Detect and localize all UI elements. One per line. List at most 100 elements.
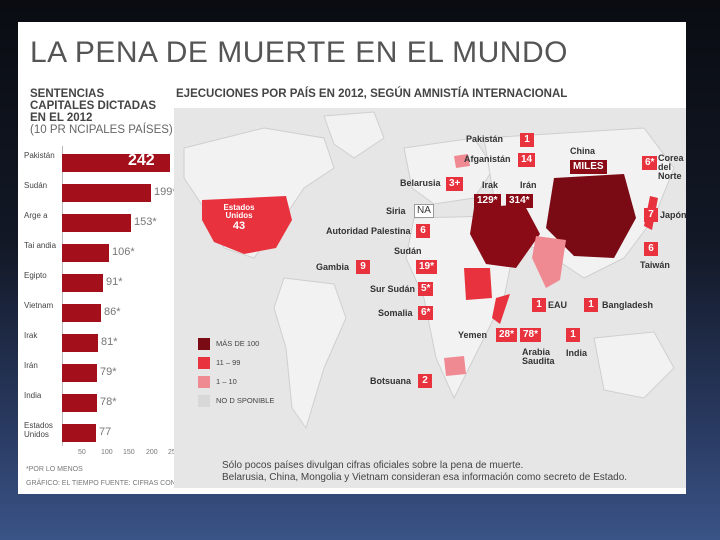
bar-label: Tai andia bbox=[24, 241, 57, 250]
x-tick-label: 50 bbox=[78, 449, 86, 456]
value-gambia: 9 bbox=[356, 260, 370, 274]
bar-label: Egipto bbox=[24, 271, 47, 280]
label-japon: Japón bbox=[660, 210, 686, 220]
x-tick-label: 200 bbox=[146, 449, 158, 456]
india-shape bbox=[532, 236, 566, 288]
legend-swatch bbox=[198, 395, 210, 407]
bar-value-label: 77 bbox=[99, 426, 112, 438]
bar-value-label: 78* bbox=[100, 396, 117, 408]
world-map-svg bbox=[183, 111, 675, 430]
x-tick-label: 150 bbox=[123, 449, 135, 456]
bar bbox=[62, 334, 98, 352]
bar-value-label: 153* bbox=[134, 216, 157, 228]
bar bbox=[62, 274, 103, 292]
label-gambia: Gambia bbox=[316, 262, 350, 272]
legend-label: 1 – 10 bbox=[216, 377, 237, 386]
middle-east-shape bbox=[470, 204, 540, 268]
bar-chart: Pakistán 242 Sudán 199* Arge a 153* Tai andia 1… bbox=[24, 146, 184, 466]
value-bangladesh: 1 bbox=[584, 298, 598, 312]
bar-row: Sudán 199* bbox=[24, 176, 184, 208]
bar-value-label: 81* bbox=[101, 336, 118, 348]
value-afganistan: 14 bbox=[518, 153, 536, 167]
value-arabia: 78* bbox=[520, 328, 542, 342]
label-eau: EAU bbox=[548, 300, 568, 310]
usa-shape bbox=[202, 196, 292, 254]
bar-value-label: 79* bbox=[100, 366, 117, 378]
value-botsuana: 2 bbox=[418, 374, 432, 388]
bar bbox=[62, 244, 109, 262]
usa-label-box: Estados Unidos 43 bbox=[218, 204, 260, 248]
value-corea: 6* bbox=[642, 156, 658, 170]
bar-row: Pakistán 242 bbox=[24, 146, 184, 178]
value-siria: NA bbox=[414, 204, 434, 218]
bar-label: Irak bbox=[24, 331, 38, 340]
label-china: China bbox=[570, 146, 596, 156]
bar-label: Pakistán bbox=[24, 151, 55, 160]
botswana-shape bbox=[444, 356, 466, 376]
map-note: Sólo pocos países divulgan cifras oficia… bbox=[222, 460, 672, 484]
bar-row: Tai andia 106* bbox=[24, 236, 184, 268]
bar bbox=[62, 364, 97, 382]
legend-swatch bbox=[198, 376, 210, 388]
bar-row: Vietnam 86* bbox=[24, 296, 184, 328]
somalia-shape bbox=[492, 294, 510, 324]
bar-value-label: 91* bbox=[106, 276, 123, 288]
greenland-shape bbox=[323, 111, 385, 159]
label-iran: Irán bbox=[520, 180, 537, 190]
bar-label: India bbox=[24, 391, 42, 400]
label-corea: Corea del Norte bbox=[658, 153, 684, 181]
legend-label: MÁS DE 100 bbox=[216, 339, 260, 348]
legend-label: 11 – 99 bbox=[216, 358, 241, 367]
south-america-shape bbox=[273, 277, 347, 430]
bar bbox=[62, 184, 151, 202]
bar-value-label: 199* bbox=[154, 186, 177, 198]
note-line: Belarusia, China, Mongolia y Vietnam con… bbox=[222, 472, 628, 483]
value-pakistan: 1 bbox=[520, 133, 534, 147]
chart-header-line: SENTENCIAS bbox=[30, 88, 105, 100]
label-botsuana: Botsuana bbox=[370, 376, 412, 386]
value-yemen: 28* bbox=[496, 328, 518, 342]
footnote-asterisk: *POR LO MENOS bbox=[26, 466, 83, 473]
bar-label: Arge a bbox=[24, 211, 48, 220]
value-sudan: 19* bbox=[416, 260, 438, 274]
legend-swatch bbox=[198, 357, 210, 369]
bar-row: India 78* bbox=[24, 386, 184, 418]
bar-row: Estados Unidos 77 bbox=[24, 416, 184, 448]
label-afganistan: Afganistán bbox=[464, 154, 511, 164]
china-shape bbox=[546, 174, 636, 258]
value-eau: 1 bbox=[532, 298, 546, 312]
bar bbox=[62, 424, 96, 442]
map-header: EJECUCIONES POR PAÍS EN 2012, SEGÚN AMNI… bbox=[176, 88, 568, 100]
bar-value-label: 242 bbox=[128, 152, 155, 169]
bar-value-label: 86* bbox=[104, 306, 121, 318]
bar-row: Arge a 153* bbox=[24, 206, 184, 238]
usa-label: Estados Unidos bbox=[223, 203, 255, 220]
australia-shape bbox=[593, 331, 675, 399]
chart-header: SENTENCIAS CAPITALES DICTADAS EN EL 2012… bbox=[30, 88, 180, 136]
value-autoridad: 6 bbox=[416, 224, 430, 238]
bar-value-label: 106* bbox=[112, 246, 135, 258]
label-sursudan: Sur Sudán bbox=[370, 284, 416, 294]
chart-axis-line bbox=[62, 146, 63, 446]
belarus-shape bbox=[454, 154, 470, 168]
chart-header-subtitle: (10 PR NCIPALES PAÍSES) bbox=[30, 124, 173, 136]
label-india: India bbox=[566, 348, 588, 358]
value-china: MILES bbox=[570, 160, 607, 174]
label-yemen: Yemen bbox=[458, 330, 488, 340]
sudan-shape bbox=[464, 268, 492, 300]
value-belarusia: 3+ bbox=[446, 177, 464, 191]
page-title: LA PENA DE MUERTE EN EL MUNDO bbox=[30, 36, 568, 69]
label-sudan: Sudán bbox=[394, 246, 422, 256]
value-iran: 314* bbox=[506, 194, 533, 208]
label-irak: Irak bbox=[482, 180, 499, 190]
bar bbox=[62, 154, 170, 172]
slide: LA PENA DE MUERTE EN EL MUNDO SENTENCIAS… bbox=[18, 22, 686, 494]
footnote-source: GRÁFICO: EL TIEMPO FUENTE: CIFRAS CON DA… bbox=[26, 480, 306, 487]
bar-label: Vietnam bbox=[24, 301, 54, 310]
bar-label: Estados Unidos bbox=[24, 421, 53, 439]
bar bbox=[62, 214, 131, 232]
label-arabia: Arabia Saudita bbox=[522, 347, 555, 366]
usa-value: 43 bbox=[232, 220, 246, 232]
value-irak: 129* bbox=[474, 194, 501, 208]
note-line: Sólo pocos países divulgan cifras oficia… bbox=[222, 460, 524, 471]
